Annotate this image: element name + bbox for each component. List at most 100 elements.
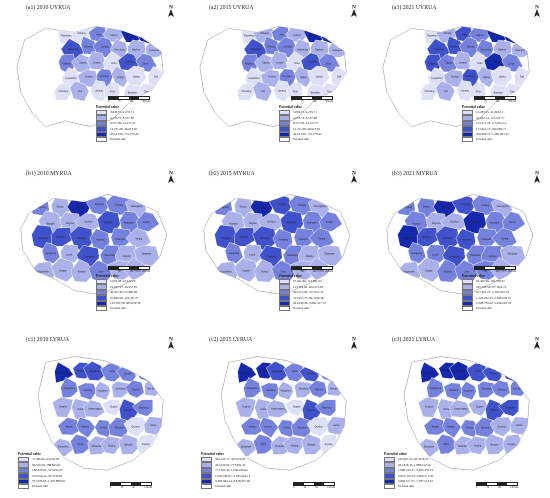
map-unit-label: Huangshi [124,222,134,224]
map-unit-label: Zhoushan [58,447,69,449]
legend-item: 3,285,964.14–8,438,957.60 [201,478,250,485]
map-unit-label: Suzhou [490,373,499,375]
legend-label: 3,006.71–4,276.71 [293,110,317,115]
map-unit-label: Dazhou [315,50,324,52]
scale-label: 120 km [510,486,518,490]
legend-swatch [279,295,290,301]
map-unit-class-1 [237,83,256,101]
legend-label: Unrated unit [398,484,415,489]
map-unit-label: Dali [154,76,158,78]
north-arrow-icon: N [534,5,540,17]
map-unit-label: Shiyan [422,207,430,209]
map-panel-b3: (b3) 2021 MYRUA N Xiangyang Shiyan Wuhan Jing… [366,166,549,332]
legend-item: 1,696,240.67–3,285,964.13 [201,473,250,479]
scale-label: 75 [301,100,304,104]
map-unit-label: Hangzhou [455,371,466,373]
map-unit-label: Hefei [110,371,116,373]
map-unit-label: Hefei [293,371,299,373]
map-unit-class-2 [467,399,489,417]
map-unit-class-2 [52,397,73,418]
legend-swatch [279,289,290,296]
map-unit-class-3 [224,242,244,264]
legend-item: 93,426.96–165,728.57 [462,279,511,285]
map-unit-label: Jinhua [100,427,107,429]
map-unit-label: Luzhou [110,35,118,37]
map-unit-label: Panzhihua [61,36,73,38]
map-unit-label: Xuzhou [77,409,86,411]
map-unit-label: Zhoushan [424,447,435,449]
map-unit-label: Lianyungang [454,408,468,410]
map-unit-label: Lishui [333,425,339,427]
map-unit-label: Lishui [516,425,522,427]
legend-item: 113,511.78–173,901.14 [462,120,509,127]
map-unit-label: Nanchong [297,50,308,52]
map-unit-label: Xiaogan [229,223,238,225]
scale-label: 30 [303,486,307,490]
map-unit-label: Guang'an [149,50,160,52]
map-unit-label: Luzhou [293,35,301,37]
legend-item: 202,513.84–317,955.72 [279,289,326,296]
map-panel-c1: (c1) 2010 LYRUA N Shanghai Nanjing Hangzhou H… [0,332,183,498]
map-unit-label: Wuxi [326,373,332,375]
legend-label: Unrated unit [476,137,493,142]
map-unit-label: Suqian [476,406,484,408]
legend-swatch [279,284,290,290]
map-unit-class-1 [101,399,123,417]
map-unit-label: Xichang [443,33,452,35]
legend-swatch [96,279,107,285]
legend-label: 173,901.15–266,986.71 [476,126,507,131]
map-legend: Potential value 14,285.25–41,662.13 41,662… [462,105,509,143]
north-arrow-icon: N [168,171,174,183]
legend-item: 392,165.17–422,934.82 [201,457,250,463]
map-unit-label: Shangrao [507,253,518,256]
north-arrow-icon: N [534,337,540,349]
scale-label: 0 [476,486,478,490]
choropleth-map: Panzhihua Xichang Yibin Luzhou Chongqing Chen… [199,26,347,127]
map-unit-class-1 [273,80,292,102]
north-label: N [352,171,356,177]
map-unit-label: Yichun [317,270,325,272]
map-unit-label: Qujing [117,77,124,79]
legend-label: 8,557.90–12,271.07 [293,121,319,126]
legend-swatch [279,306,290,312]
map-unit-label: Ji'an [98,271,103,273]
map-unit-class-3 [124,380,145,399]
map-unit-label: Anshun [85,76,94,79]
scale-label: 50 [484,270,487,274]
map-unit-label: Ya'an [477,63,483,65]
legend-label: 36,957.82–67,896.08 [110,290,138,295]
map-unit-label: Zhuzhou [56,237,66,239]
map-unit-label: Hengyang [46,253,57,255]
legend-item: 4,276.76–8,557.89 [96,115,139,121]
legend-item-unrated: Unrated unit [279,137,322,143]
map-unit-class-1 [306,416,331,437]
map-unit-class-3 [253,433,276,455]
legend-label: 5,003.48–16,612.00 [110,279,136,284]
map-unit-label: Changzhou [246,388,258,390]
map-unit-label: Hangzhou [272,371,283,373]
map-unit-class-2 [294,381,313,399]
map-unit-label: Qujing [483,77,490,79]
map-unit-label: Shaoxing [505,407,515,409]
legend-item: 266,986.72–1,486,863.32 [462,131,509,138]
map-unit-label: Ma'anshan [458,446,470,448]
map-legend: Potential value 71,389.96–94,550.58 94,550… [18,452,65,490]
legend-item: 124,781.58–385,659.38 [96,300,140,307]
legend-swatch [96,131,107,138]
map-unit-label: Lianyungang [88,408,102,410]
map-unit-label: Xiangyang [35,207,47,209]
legend-title: Potential value [201,452,224,456]
map-unit-label: Xiangyang [401,207,413,209]
legend-label: 113,581.06–202,513.83 [293,284,324,289]
north-arrow-icon: N [351,5,357,17]
legend-swatch [96,110,107,116]
legend-item-unrated: Unrated unit [96,306,140,312]
map-unit-label: Zhenjiang [482,389,493,391]
north-label: N [169,5,173,11]
map-unit-label: Yancheng [147,388,158,390]
scale-label: 100 [129,270,134,274]
map-unit-label: Neijiang [62,64,71,66]
map-unit-label: Shanghai [424,373,434,375]
legend-label: 661,639.49–3,896,527.70 [293,301,326,306]
map-unit-label: Wuhu [261,444,268,446]
